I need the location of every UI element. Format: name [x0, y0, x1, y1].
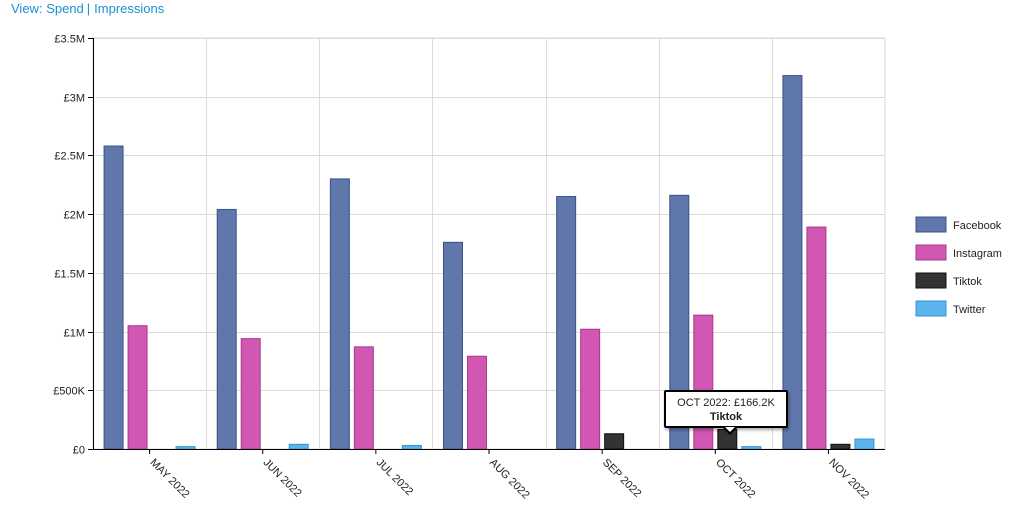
bar-facebook-aug-2022[interactable] [443, 241, 463, 450]
y-tick-label: £500K [53, 386, 85, 398]
view-spend-link[interactable]: Spend [46, 1, 84, 16]
y-tick-label: £3.5M [54, 34, 85, 46]
bar-instagram-nov-2022[interactable] [806, 226, 827, 450]
x-tick-label: NOV 2022 [826, 457, 871, 502]
legend-label-twitter[interactable]: Twitter [953, 304, 986, 316]
legend-swatch-instagram[interactable] [915, 244, 947, 261]
bar-tiktok-sep-2022[interactable] [604, 433, 625, 450]
plot-area-frame [92, 37, 886, 450]
tooltip-value: OCT 2022: £166.2K [677, 397, 775, 409]
x-tick-label: OCT 2022 [713, 457, 757, 501]
legend-label-instagram[interactable]: Instagram [953, 248, 1002, 260]
y-tick-label: £0 [73, 445, 85, 457]
view-selector: View: Spend | Impressions [11, 1, 164, 16]
bar-facebook-sep-2022[interactable] [556, 196, 577, 450]
bar-facebook-jul-2022[interactable] [329, 178, 350, 450]
x-tick-label: MAY 2022 [147, 457, 191, 501]
legend-swatch-tiktok[interactable] [915, 272, 947, 289]
bar-twitter-jul-2022[interactable] [401, 444, 422, 450]
bar-instagram-jun-2022[interactable] [240, 338, 261, 450]
legend-swatch-facebook[interactable] [915, 216, 947, 233]
bar-twitter-nov-2022[interactable] [854, 438, 875, 450]
bar-instagram-oct-2022[interactable] [693, 314, 714, 450]
legend-label-facebook[interactable]: Facebook [953, 220, 1002, 232]
y-tick-label: £2M [64, 210, 85, 222]
y-tick-label: £2.5M [54, 151, 85, 163]
bar-instagram-sep-2022[interactable] [580, 328, 601, 450]
view-impressions-link[interactable]: Impressions [94, 1, 165, 16]
bar-facebook-may-2022[interactable] [103, 145, 124, 450]
bar-twitter-jun-2022[interactable] [288, 443, 309, 450]
bar-facebook-jun-2022[interactable] [216, 208, 237, 450]
y-tick-label: £1M [64, 328, 85, 340]
tooltip-series: Tiktok [709, 411, 743, 423]
bar-instagram-jul-2022[interactable] [353, 346, 374, 450]
bar-tooltip: OCT 2022: £166.2K Tiktok [664, 390, 788, 428]
bar-instagram-aug-2022[interactable] [467, 355, 487, 450]
view-prefix-label: View: [11, 1, 43, 16]
legend-swatch-twitter[interactable] [915, 300, 947, 317]
legend-label-tiktok[interactable]: Tiktok [953, 276, 982, 288]
y-tick-label: £1.5M [54, 269, 85, 281]
bar-tiktok-nov-2022[interactable] [830, 443, 851, 450]
bar-instagram-may-2022[interactable] [127, 325, 148, 450]
x-tick-label: SEP 2022 [600, 457, 643, 500]
x-tick-label: AUG 2022 [487, 457, 532, 502]
y-tick-label: £3M [64, 93, 85, 105]
tooltip-pointer-inner [725, 427, 735, 432]
bar-twitter-oct-2022[interactable] [741, 446, 762, 450]
bar-twitter-may-2022[interactable] [175, 446, 196, 450]
x-tick-label: JUL 2022 [374, 457, 415, 498]
view-separator: | [86, 1, 91, 16]
x-tick-label: JUN 2022 [261, 457, 304, 500]
